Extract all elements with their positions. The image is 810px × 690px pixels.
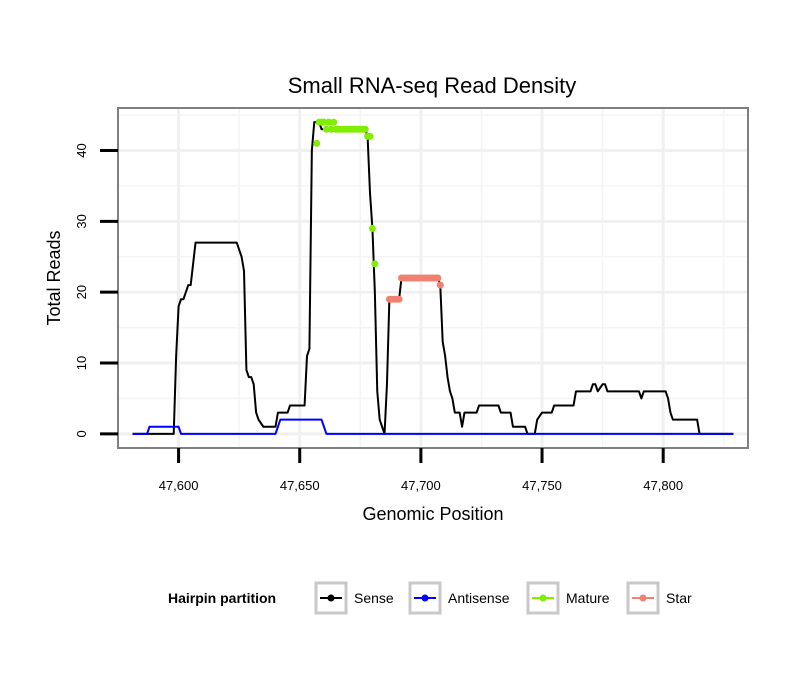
y-tick-label: 10 (74, 356, 89, 370)
x-tick-label: 47,600 (159, 478, 199, 493)
chart-title: Small RNA-seq Read Density (288, 73, 577, 98)
data-point-star (436, 281, 444, 289)
plot-border (117, 107, 749, 449)
series-layer (132, 118, 734, 435)
legend-key-point (327, 594, 335, 602)
legend: Hairpin partition Sense Antisense Mature St… (168, 581, 692, 615)
series-line-sense (132, 121, 734, 435)
data-point-mature (322, 125, 330, 133)
data-point-mature (330, 118, 338, 126)
y-tick-label: 20 (74, 285, 89, 299)
data-point-mature (366, 132, 374, 140)
x-tick-label: 47,750 (522, 478, 562, 493)
legend-label: Star (666, 590, 692, 606)
legend-item-star: Star (626, 581, 692, 615)
data-point-mature (327, 125, 335, 133)
legend-item-antisense: Antisense (408, 581, 510, 615)
x-axis-title: Genomic Position (362, 504, 503, 524)
y-axis-title: Total Reads (44, 230, 64, 325)
data-point-mature (320, 118, 328, 126)
x-tick-label: 47,700 (401, 478, 441, 493)
legend-label: Antisense (448, 590, 510, 606)
x-tick-label: 47,650 (280, 478, 320, 493)
data-point-mature (325, 118, 333, 126)
legend-key-point (639, 594, 647, 602)
data-point-mature (361, 125, 369, 133)
data-point-star (434, 274, 442, 282)
data-point-mature (368, 224, 376, 232)
legend-label: Mature (566, 590, 610, 606)
legend-key-point (421, 594, 429, 602)
legend-item-mature: Mature (526, 581, 610, 615)
data-point-star (395, 295, 403, 303)
data-point-mature (313, 139, 321, 147)
y-tick-label: 0 (74, 430, 89, 437)
x-tick-label: 47,800 (643, 478, 683, 493)
legend-label: Sense (354, 590, 394, 606)
y-tick-label: 30 (74, 214, 89, 228)
y-tick-label: 40 (74, 143, 89, 157)
legend-title: Hairpin partition (168, 590, 276, 606)
data-point-mature (371, 260, 379, 268)
legend-item-sense: Sense (314, 581, 394, 615)
legend-key-point (539, 594, 547, 602)
series-line-antisense (132, 418, 734, 435)
axes: 47,600 47,650 47,700 47,750 47,800 0 10 20 30 40 (74, 143, 683, 493)
